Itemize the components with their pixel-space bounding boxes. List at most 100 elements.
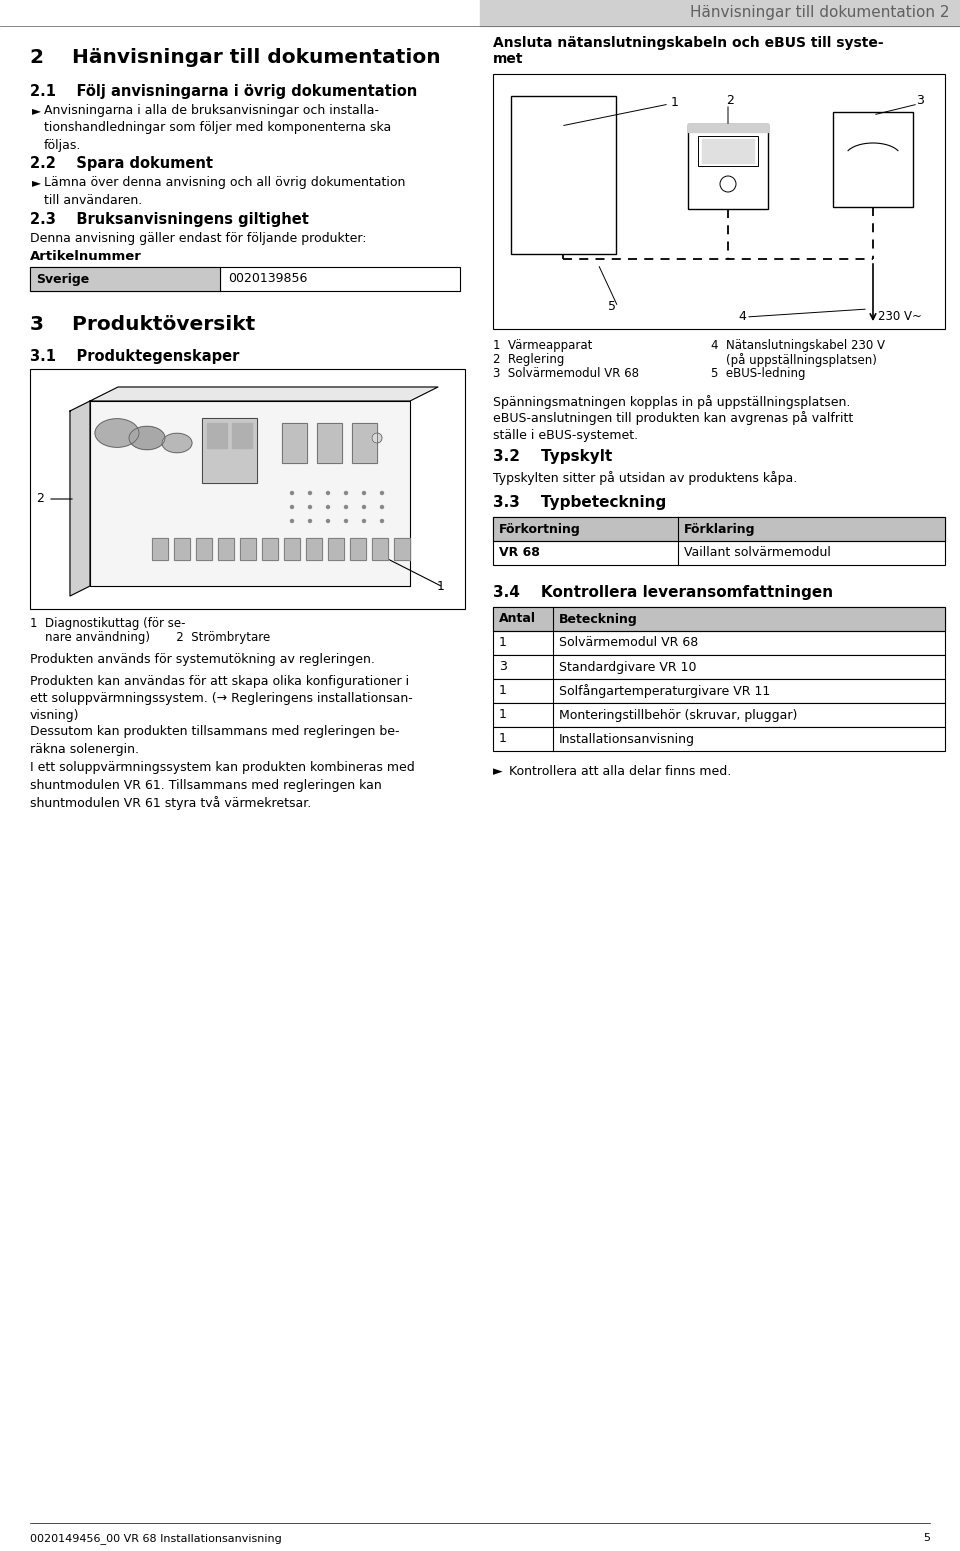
Text: Förklaring: Förklaring [684, 523, 756, 535]
Text: 1: 1 [499, 709, 507, 721]
Bar [493, 541, 945, 565]
Bar [352, 423, 377, 464]
Text: 2  Reglering: 2 Reglering [493, 354, 564, 366]
Bar [262, 538, 278, 560]
Bar [202, 419, 257, 482]
Text: 3: 3 [916, 95, 924, 107]
Text: 3  Solvärmemodul VR 68: 3 Solvärmemodul VR 68 [493, 368, 639, 380]
Circle shape [308, 520, 311, 523]
Bar [511, 96, 616, 254]
Bar [493, 727, 945, 751]
Circle shape [380, 520, 383, 523]
Bar [688, 124, 768, 132]
Bar [30, 369, 465, 610]
Bar [493, 606, 945, 631]
Text: Solfångartemperaturgivare VR 11: Solfångartemperaturgivare VR 11 [559, 684, 770, 698]
Bar [152, 538, 168, 560]
Bar [30, 267, 220, 292]
Bar [284, 538, 300, 560]
Text: Dessutom kan produkten tillsammans med regleringen be-
räkna solenergin.: Dessutom kan produkten tillsammans med r… [30, 724, 399, 755]
Circle shape [291, 492, 294, 495]
Text: Monteringstillbehör (skruvar, pluggar): Monteringstillbehör (skruvar, pluggar) [559, 709, 798, 721]
Bar [352, 423, 377, 464]
Text: Kontrollera att alla delar finns med.: Kontrollera att alla delar finns med. [509, 765, 732, 779]
Circle shape [372, 433, 382, 444]
Text: met: met [493, 53, 523, 67]
Circle shape [380, 506, 383, 509]
Text: 1  Diagnostikuttag (för se-: 1 Diagnostikuttag (för se- [30, 617, 185, 630]
Text: 4: 4 [738, 310, 746, 324]
Bar [372, 538, 388, 560]
Bar [493, 74, 945, 329]
Bar [702, 140, 754, 163]
Polygon shape [90, 388, 438, 402]
Text: Hänvisningar till dokumentation 2: Hänvisningar till dokumentation 2 [690, 6, 950, 20]
Text: 1: 1 [499, 732, 507, 746]
Text: 5  eBUS-ledning: 5 eBUS-ledning [711, 368, 805, 380]
Bar [196, 538, 212, 560]
Bar [372, 538, 388, 560]
Text: Vaillant solvärmemodul: Vaillant solvärmemodul [684, 546, 830, 560]
Text: 0020149456_00 VR 68 Installationsanvisning: 0020149456_00 VR 68 Installationsanvisni… [30, 1532, 281, 1543]
Circle shape [363, 506, 366, 509]
Text: 3: 3 [499, 661, 507, 673]
Text: Artikelnummer: Artikelnummer [30, 250, 142, 264]
Bar [196, 538, 212, 560]
Bar [688, 124, 768, 209]
Ellipse shape [129, 427, 165, 450]
Text: 1: 1 [499, 684, 507, 698]
Bar [30, 267, 460, 292]
Circle shape [363, 520, 366, 523]
Text: 2.1    Följ anvisningarna i övrig dokumentation: 2.1 Följ anvisningarna i övrig dokumenta… [30, 84, 418, 99]
Circle shape [326, 492, 329, 495]
Bar [218, 538, 234, 560]
Circle shape [291, 506, 294, 509]
Bar [174, 538, 190, 560]
Bar [262, 538, 278, 560]
Bar [328, 538, 344, 560]
Bar [493, 703, 945, 727]
Text: Anvisningarna i alla de bruksanvisningar och installa-
tionshandledningar som fö: Anvisningarna i alla de bruksanvisningar… [44, 104, 392, 152]
Text: Ansluta nätanslutningskabeln och eBUS till syste-: Ansluta nätanslutningskabeln och eBUS ti… [493, 36, 883, 50]
Circle shape [345, 492, 348, 495]
Text: eBUS-anslutningen till produkten kan avgrenas på valfritt
ställe i eBUS-systemet: eBUS-anslutningen till produkten kan avg… [493, 411, 853, 442]
Text: Installationsanvisning: Installationsanvisning [559, 732, 695, 746]
Bar [350, 538, 366, 560]
Text: 1: 1 [437, 580, 445, 594]
Circle shape [291, 520, 294, 523]
Bar [698, 136, 758, 166]
Text: Denna anvisning gäller endast för följande produkter:: Denna anvisning gäller endast för följan… [30, 233, 367, 245]
Text: 4  Nätanslutningskabel 230 V: 4 Nätanslutningskabel 230 V [711, 340, 885, 352]
Bar [218, 538, 234, 560]
Circle shape [345, 506, 348, 509]
Circle shape [380, 492, 383, 495]
Bar [317, 423, 342, 464]
Bar [350, 538, 366, 560]
Circle shape [308, 506, 311, 509]
Text: 5: 5 [923, 1532, 930, 1543]
Text: 3.3    Typbeteckning: 3.3 Typbeteckning [493, 495, 666, 510]
Text: 2.2    Spara dokument: 2.2 Spara dokument [30, 157, 213, 171]
Bar [493, 679, 945, 703]
Text: 3.4    Kontrollera leveransomfattningen: 3.4 Kontrollera leveransomfattningen [493, 585, 833, 600]
Text: Solvärmemodul VR 68: Solvärmemodul VR 68 [559, 636, 698, 650]
Text: 3.2    Typskylt: 3.2 Typskylt [493, 448, 612, 464]
Bar [493, 631, 945, 655]
Text: ►: ► [32, 175, 41, 189]
Bar [493, 655, 945, 679]
Text: 3.1    Produktegenskaper: 3.1 Produktegenskaper [30, 349, 239, 364]
Text: (på uppställningsplatsen): (på uppställningsplatsen) [711, 354, 876, 368]
Text: 230 V~: 230 V~ [878, 310, 922, 324]
Circle shape [308, 492, 311, 495]
Text: 1: 1 [671, 96, 679, 109]
Bar [282, 423, 307, 464]
Bar [207, 423, 227, 448]
Polygon shape [90, 402, 410, 586]
Text: VR 68: VR 68 [499, 546, 540, 560]
Text: ►: ► [32, 104, 41, 116]
Text: I ett soluppvärmningssystem kan produkten kombineras med
shuntmodulen VR 61. Til: I ett soluppvärmningssystem kan produkte… [30, 762, 415, 811]
Text: 3    Produktöversikt: 3 Produktöversikt [30, 315, 255, 333]
Bar [240, 538, 256, 560]
Text: 1: 1 [499, 636, 507, 650]
Text: Antal: Antal [499, 613, 536, 625]
